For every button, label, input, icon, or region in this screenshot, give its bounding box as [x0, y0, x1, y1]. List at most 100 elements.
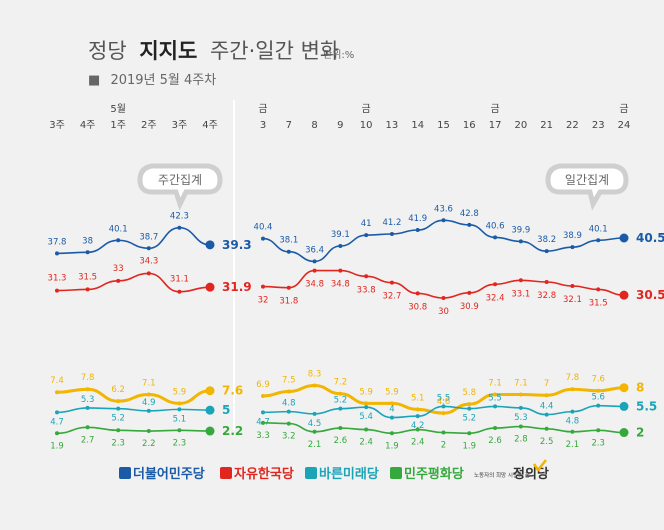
daily-data-label: 40.6 [486, 221, 505, 231]
daily-data-label: 5.1 [411, 393, 425, 403]
daily-point [415, 414, 420, 419]
daily-point [261, 410, 265, 415]
daily-data-label: 5.8 [463, 388, 477, 398]
weekly-point [85, 405, 90, 410]
daily-data-label: 31.8 [279, 297, 298, 307]
legend-party-name: 바른미래당 [319, 466, 379, 482]
daily-data-label: 32 [258, 296, 269, 306]
daily-point [493, 235, 498, 240]
weekly-x-tick-label: 3주 [49, 120, 65, 131]
daily-data-label: 40.5 [636, 231, 664, 245]
legend-logo-mark [220, 467, 232, 479]
daily-point [364, 274, 369, 279]
daily-point [389, 280, 394, 285]
daily-data-label: 30 [438, 307, 449, 317]
weekly-x-tick-label: 1주 [110, 120, 126, 131]
daily-point [570, 387, 575, 392]
weekly-data-label: 31.1 [170, 275, 189, 285]
daily-point [544, 393, 549, 398]
daily-point [364, 401, 369, 406]
weekly-data-label: 6.2 [111, 385, 125, 395]
daily-point [312, 383, 317, 388]
daily-data-label: 2.4 [411, 438, 425, 448]
daily-point [619, 383, 629, 393]
daily-point [467, 222, 472, 227]
daily-point [596, 403, 601, 408]
weekly-data-label: 2.2 [222, 424, 243, 438]
weekly-point [146, 392, 151, 397]
daily-point [261, 236, 265, 241]
title-bold: 지지도 [139, 39, 197, 63]
weekly-data-label: 37.8 [48, 237, 67, 247]
legend-party-name: 더불어민주당 [133, 466, 205, 482]
daily-point [389, 232, 394, 236]
legend-note: 노동자의 희망 시민의 꿈 [474, 471, 530, 479]
weekly-data-label: 4.7 [50, 417, 64, 427]
daily-point [619, 401, 629, 411]
daily-xtop-label: 금 [258, 103, 267, 115]
daily-data-label: 4.5 [308, 419, 322, 429]
daily-data-label: 41.9 [408, 214, 427, 224]
daily-data-label: 1.9 [385, 441, 399, 451]
daily-data-label: 30.5 [636, 288, 664, 302]
daily-point [286, 421, 291, 426]
daily-data-label: 6.9 [256, 380, 270, 390]
daily-x-tick-label: 3 [260, 120, 266, 131]
daily-point [619, 233, 629, 243]
daily-data-label: 2.6 [334, 436, 348, 446]
weekly-data-label: 7.4 [50, 376, 64, 386]
daily-data-label: 33.1 [511, 289, 530, 299]
daily-data-label: 2.4 [359, 438, 373, 448]
daily-point [441, 296, 446, 300]
daily-data-label: 2.3 [591, 438, 605, 448]
legend-logo-mark [119, 467, 131, 479]
daily-xtop-label: 금 [619, 103, 628, 115]
weekly-xtop-label: 5월 [110, 103, 126, 115]
daily-point [493, 426, 498, 431]
weekly-point [177, 289, 182, 294]
daily-data-label: 4.2 [411, 421, 425, 431]
weekly-point [205, 405, 215, 415]
weekly-data-label: 42.3 [170, 212, 189, 222]
daily-data-label: 5.2 [463, 414, 477, 424]
daily-point [570, 245, 575, 250]
daily-point [415, 228, 420, 232]
daily-data-label: 5.5 [636, 399, 657, 413]
weekly-data-label: 40.1 [109, 224, 128, 234]
daily-data-label: 7.5 [282, 375, 296, 385]
daily-data-label: 8 [636, 381, 644, 395]
weekly-point [205, 282, 215, 292]
daily-x-tick-label: 13 [386, 120, 399, 131]
title-rest: 주간·일간 변화 [210, 39, 339, 63]
weekly-point [177, 401, 182, 406]
daily-data-label: 5.9 [359, 387, 373, 397]
weekly-x-tick-label: 3주 [172, 120, 188, 131]
daily-point [493, 282, 498, 287]
weekly-point [177, 428, 182, 433]
daily-data-label: 7.1 [514, 378, 528, 388]
daily-x-tick-label: 16 [463, 120, 476, 131]
weekly-data-label: 7.6 [222, 384, 243, 398]
weekly-data-label: 33 [113, 264, 124, 274]
weekly-data-label: 34.3 [139, 256, 158, 266]
daily-point [619, 290, 629, 300]
weekly-point [55, 410, 59, 415]
daily-data-label: 4.6 [437, 397, 451, 407]
justice-party-check-icon [532, 459, 547, 473]
daily-point [415, 291, 420, 296]
legend-party-name: 정의당 [513, 466, 549, 482]
daily-data-label: 38.9 [563, 231, 582, 241]
daily-point [467, 431, 472, 436]
weekly-data-label: 5.3 [81, 395, 95, 405]
daily-point [596, 238, 601, 243]
weekly-series-line-4 [56, 426, 211, 435]
daily-x-tick-label: 10 [360, 120, 373, 131]
legend-party-name: 민주평화당 [404, 466, 464, 482]
daily-point [338, 268, 343, 273]
legend-party-name: 자유한국당 [234, 466, 294, 482]
daily-point [441, 218, 446, 223]
weekly-data-label: 31.5 [78, 272, 97, 282]
